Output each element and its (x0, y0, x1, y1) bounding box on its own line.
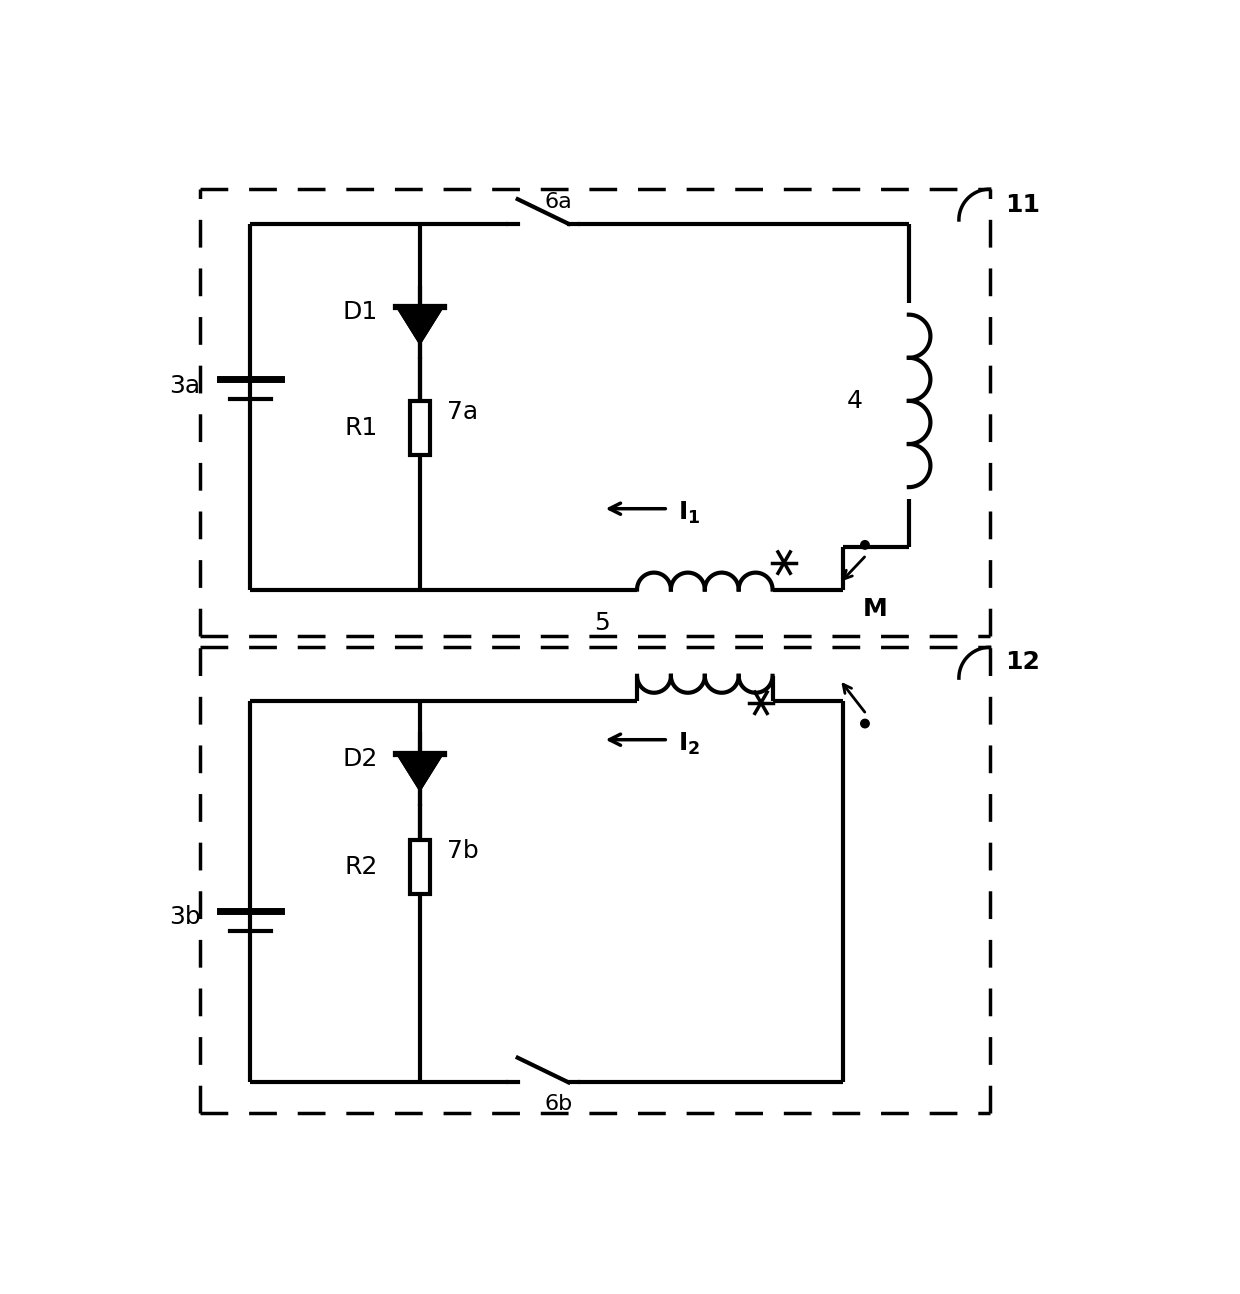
Text: D1: D1 (342, 300, 377, 325)
Text: 7b: 7b (446, 840, 479, 863)
Text: 11: 11 (1006, 193, 1040, 217)
Text: R2: R2 (345, 855, 377, 879)
Text: 4: 4 (847, 389, 863, 413)
Text: 5: 5 (594, 611, 610, 635)
Bar (410, 840, 429, 894)
Text: M: M (863, 598, 888, 621)
Polygon shape (398, 753, 441, 788)
Text: $\mathbf{I_2}$: $\mathbf{I_2}$ (678, 730, 701, 757)
Text: D2: D2 (342, 747, 377, 771)
Text: $\mathbf{I_1}$: $\mathbf{I_1}$ (678, 499, 701, 525)
Circle shape (861, 719, 869, 727)
Circle shape (861, 541, 869, 549)
Text: 6b: 6b (544, 1093, 573, 1114)
Text: 6a: 6a (544, 193, 573, 212)
Text: 7a: 7a (446, 400, 477, 424)
Polygon shape (398, 307, 441, 342)
Text: 3b: 3b (169, 905, 201, 929)
Text: R1: R1 (345, 415, 377, 440)
Text: 3a: 3a (170, 374, 201, 397)
Bar (410, 401, 429, 454)
Text: 12: 12 (1006, 650, 1040, 674)
